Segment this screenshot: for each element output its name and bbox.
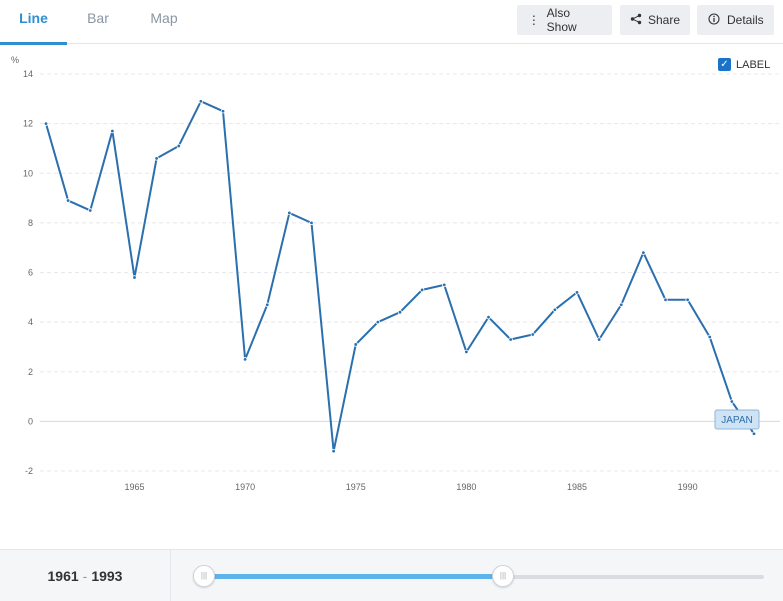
data-point — [729, 399, 735, 404]
data-point — [110, 128, 115, 134]
data-point — [331, 448, 336, 454]
y-axis-label: % — [11, 55, 19, 65]
data-point — [242, 357, 248, 362]
data-point — [132, 275, 137, 280]
data-point — [220, 109, 226, 114]
x-tick-label: 1980 — [456, 482, 476, 492]
data-point — [685, 297, 690, 302]
more-vertical-icon: ⋮ — [527, 13, 540, 27]
top-bar: Line Bar Map ⋮ Also Show Share Details — [0, 0, 783, 45]
data-point — [574, 290, 580, 295]
y-tick-label: 8 — [28, 218, 33, 228]
data-point — [353, 342, 358, 347]
data-point — [442, 282, 447, 288]
data-point — [265, 302, 270, 307]
legend-label-toggle[interactable]: ✓ LABEL — [718, 58, 770, 71]
also-show-button[interactable]: ⋮ Also Show — [517, 5, 612, 35]
x-tick-label: 1990 — [678, 482, 698, 492]
series-name-label: JAPAN — [721, 415, 753, 426]
data-point — [287, 210, 292, 216]
y-tick-label: 14 — [23, 69, 33, 79]
slider-end-handle[interactable]: ||| — [492, 565, 514, 587]
series-name-tag — [714, 409, 760, 430]
details-label: Details — [727, 13, 764, 27]
data-point — [375, 319, 381, 325]
share-label: Share — [648, 13, 681, 27]
y-tick-label: -2 — [25, 466, 33, 476]
slider-start-handle[interactable]: ||| — [193, 565, 215, 587]
data-point — [198, 99, 204, 104]
data-point — [619, 302, 624, 307]
data-point — [43, 121, 49, 126]
also-show-label: Also Show — [546, 6, 577, 34]
data-point — [596, 337, 602, 342]
info-icon — [707, 12, 721, 28]
x-tick-label: 1965 — [124, 482, 144, 492]
legend-label-text: LABEL — [736, 58, 771, 71]
tab-map[interactable]: Map — [150, 10, 178, 26]
data-point — [154, 156, 159, 161]
data-point — [464, 349, 469, 355]
x-tick-label: 1970 — [235, 482, 255, 492]
data-point — [309, 220, 314, 226]
details-button[interactable]: Details — [697, 5, 774, 35]
x-tick-label: 1975 — [346, 482, 366, 492]
data-point — [552, 307, 558, 312]
data-point — [530, 332, 535, 337]
data-point — [751, 431, 757, 436]
data-point — [88, 208, 93, 213]
tab-line[interactable]: Line — [0, 0, 67, 45]
share-icon — [630, 13, 642, 28]
checkbox-checked-icon[interactable]: ✓ — [718, 58, 731, 71]
data-point — [707, 334, 712, 340]
data-point — [176, 143, 181, 149]
data-point — [65, 198, 71, 203]
range-start: 1961 — [47, 568, 79, 584]
y-tick-label: 4 — [28, 317, 33, 327]
data-point — [486, 314, 491, 320]
tab-bar[interactable]: Bar — [87, 10, 109, 26]
x-tick-label: 1985 — [567, 482, 587, 492]
share-button[interactable]: Share — [620, 5, 690, 35]
y-tick-label: 12 — [23, 119, 33, 129]
data-point — [663, 297, 668, 302]
y-tick-label: 0 — [28, 416, 33, 426]
y-tick-label: 10 — [23, 168, 33, 178]
y-tick-label: 6 — [28, 268, 33, 278]
data-point — [419, 287, 425, 293]
y-tick-label: 2 — [28, 367, 33, 377]
data-point — [508, 337, 513, 342]
data-point — [397, 310, 403, 315]
line-chart: % -2 0 2 4 6 8 10 12 14 1965 1970 1975 1980 1985 1990 JA… — [11, 55, 780, 492]
data-point — [641, 250, 646, 255]
range-slider-panel: 1961-1993 ||| ||| — [0, 549, 783, 601]
series-line — [45, 100, 755, 453]
slider-selected-range — [204, 574, 503, 579]
year-range-readout: 1961-1993 — [0, 550, 171, 601]
range-separator: - — [82, 568, 88, 584]
range-end: 1993 — [91, 568, 123, 584]
